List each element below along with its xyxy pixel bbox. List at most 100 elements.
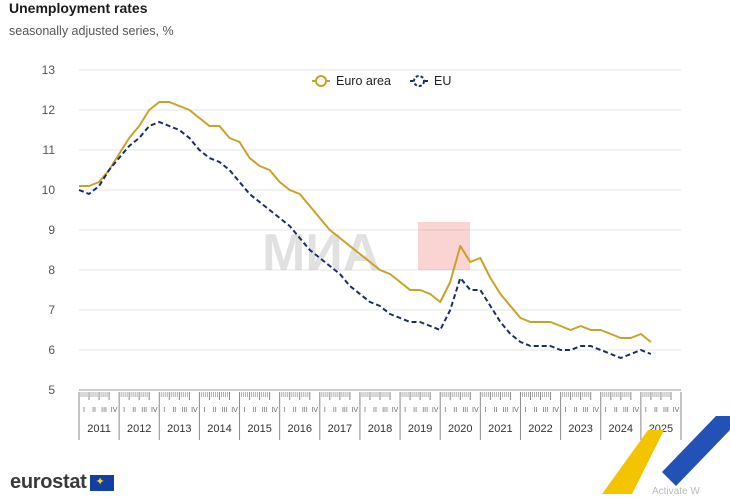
quarter-label: II: [534, 407, 538, 414]
quarter-label: II: [373, 407, 377, 414]
quarter-label: I: [163, 407, 165, 414]
quarter-label: III: [462, 407, 468, 414]
year-label: 2018: [368, 423, 392, 435]
quarter-label: II: [92, 407, 96, 414]
y-tick-label: 8: [48, 263, 55, 277]
y-tick-label: 5: [48, 383, 55, 397]
quarter-label: I: [444, 407, 446, 414]
quarter-label: I: [605, 407, 607, 414]
eu-flag-icon: [89, 474, 114, 491]
quarter-label: IV: [432, 407, 439, 414]
y-tick-label: 12: [42, 103, 56, 117]
quarter-label: II: [253, 407, 257, 414]
quarter-label: IV: [392, 407, 399, 414]
corner-decoration: [602, 416, 730, 494]
legend: Euro area EU: [312, 74, 451, 88]
quarter-label: II: [413, 407, 417, 414]
year-label: 2023: [568, 423, 592, 435]
quarter-label: II: [453, 407, 457, 414]
year-label: 2014: [207, 423, 231, 435]
quarter-label: IV: [151, 407, 158, 414]
quarter-label: IV: [633, 407, 640, 414]
year-label: 2015: [247, 423, 271, 435]
y-tick-label: 6: [48, 343, 55, 357]
quarter-label: I: [123, 407, 125, 414]
quarter-label: IV: [592, 407, 599, 414]
quarter-label: IV: [512, 407, 519, 414]
y-tick-label: 13: [42, 63, 56, 77]
quarter-label: II: [493, 407, 497, 414]
mia-watermark: МИА: [262, 222, 470, 282]
quarter-label: II: [293, 407, 297, 414]
quarter-label: II: [614, 407, 618, 414]
quarter-label: III: [422, 407, 428, 414]
grid-lines: [79, 69, 681, 391]
quarter-label: I: [525, 407, 527, 414]
quarter-label: I: [645, 407, 647, 414]
year-label: 2024: [609, 423, 633, 435]
quarter-label: III: [663, 407, 669, 414]
watermark-block: [418, 222, 470, 270]
quarter-label: III: [382, 407, 388, 414]
chart-subtitle: seasonally adjusted series, %: [9, 24, 174, 38]
quarter-label: III: [262, 407, 268, 414]
y-axis-ticks: 5 6 7 8 9 10 11 12 13: [42, 63, 56, 397]
quarter-label: I: [284, 407, 286, 414]
quarter-label: I: [203, 407, 205, 414]
legend-label: Euro area: [336, 74, 391, 88]
quarter-label: III: [502, 407, 508, 414]
quarter-label: III: [181, 407, 187, 414]
y-tick-label: 7: [48, 303, 55, 317]
series-line-eu: [78, 121, 652, 359]
quarter-label: II: [172, 407, 176, 414]
quarter-label: II: [213, 407, 217, 414]
year-label: 2020: [448, 423, 472, 435]
quarter-label: IV: [552, 407, 559, 414]
quarter-label: IV: [673, 407, 680, 414]
quarter-label: II: [132, 407, 136, 414]
quarter-label: IV: [191, 407, 198, 414]
series-line-euro-area: [79, 101, 652, 343]
quarter-label: IV: [311, 407, 318, 414]
legend-marker: [413, 75, 425, 87]
year-label: 2022: [528, 423, 552, 435]
quarter-label: III: [101, 407, 107, 414]
quarter-label: I: [565, 407, 567, 414]
year-label: 2019: [408, 423, 432, 435]
quarter-label: I: [484, 407, 486, 414]
y-tick-label: 10: [42, 183, 56, 197]
quarter-label: II: [333, 407, 337, 414]
chart-title: Unemployment rates: [9, 0, 148, 16]
quarter-label: III: [302, 407, 308, 414]
activate-windows-text: Activate W: [652, 486, 700, 497]
quarter-label: III: [342, 407, 348, 414]
quarter-label: I: [364, 407, 366, 414]
quarter-label: I: [83, 407, 85, 414]
quarter-label: III: [583, 407, 589, 414]
quarter-label: IV: [271, 407, 278, 414]
quarter-label: I: [244, 407, 246, 414]
y-tick-label: 9: [48, 223, 55, 237]
blue-stripe: [662, 416, 730, 486]
quarter-label: I: [404, 407, 406, 414]
series-lines: [78, 101, 652, 359]
quarter-label: IV: [231, 407, 238, 414]
quarter-label: III: [623, 407, 629, 414]
legend-marker: [315, 75, 327, 87]
quarter-label: I: [324, 407, 326, 414]
quarter-label: III: [543, 407, 549, 414]
logo-text: eurostat: [10, 471, 87, 493]
y-tick-label: 11: [43, 143, 56, 157]
quarter-label: II: [574, 407, 578, 414]
eurostat-logo: eurostat: [10, 471, 114, 494]
quarter-label: IV: [472, 407, 479, 414]
year-label: 2021: [488, 423, 512, 435]
yellow-stripe: [602, 430, 664, 494]
quarter-label: IV: [352, 407, 359, 414]
watermark-text: МИА: [262, 224, 380, 282]
quarter-label: III: [141, 407, 147, 414]
quarter-label: II: [654, 407, 658, 414]
year-label: 2011: [87, 423, 111, 435]
year-label: 2016: [287, 423, 311, 435]
